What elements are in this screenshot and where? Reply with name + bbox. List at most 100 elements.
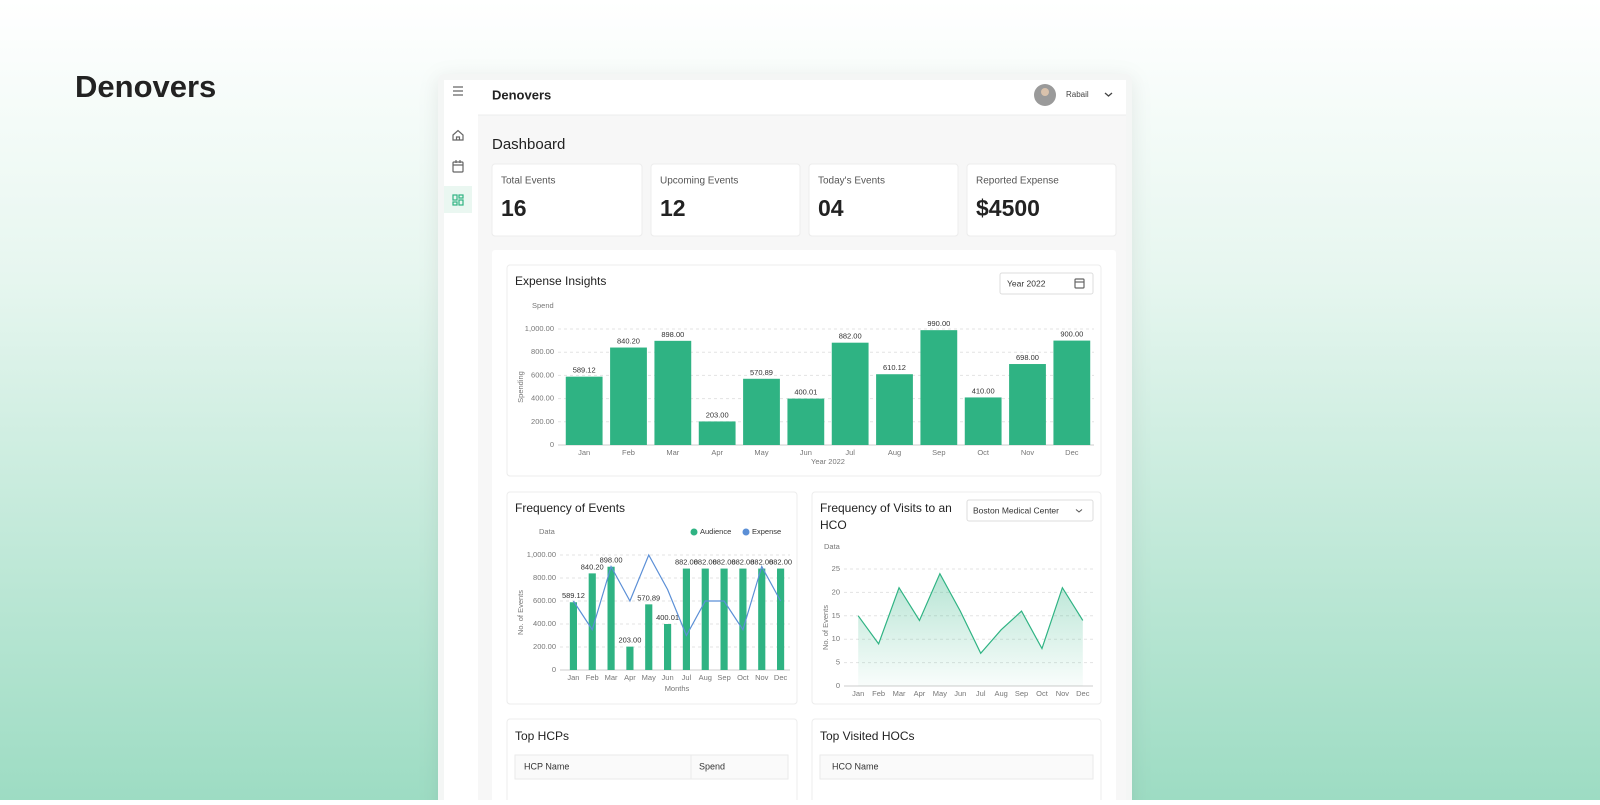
data-label: 203.00 [706,410,729,419]
x-tick-label: Nov [755,673,769,682]
menu-icon[interactable] [453,86,463,96]
chart-title: Frequency of Events [515,501,625,515]
data-label: 882.00 [839,332,862,341]
user-menu-chevron[interactable] [1104,92,1113,97]
filter-calendar-icon[interactable] [1074,278,1085,289]
bar [682,568,690,670]
x-tick-label: Feb [622,448,635,457]
y-tick-label: 600.00 [533,596,556,605]
data-label: 410.00 [972,386,995,395]
stat-label: Today's Events [818,176,885,187]
data-label: 882.00 [713,558,736,567]
calendar-icon[interactable] [452,160,464,173]
stat-card [491,163,643,237]
y-tick-label: 0 [550,440,554,449]
x-axis-label: Year 2022 [811,457,845,466]
x-tick-label: Nov [1056,689,1070,698]
hco-filter-chevron[interactable] [1075,509,1083,513]
stat-value: 04 [818,195,844,221]
dashboard-icon[interactable] [452,194,464,206]
user-name[interactable]: Rabail [1066,90,1089,99]
area-fill [858,573,1083,686]
y-tick-label: 0 [552,665,556,674]
x-tick-label: May [642,673,656,682]
stat-value: $4500 [976,195,1040,221]
x-tick-label: Oct [1036,689,1049,698]
value-axis-unit: Data [824,542,841,551]
bar [565,376,603,445]
bar [610,347,647,445]
data-label: 400.01 [794,388,817,397]
data-label: 570.89 [637,593,660,602]
data-label: 898.00 [661,330,684,339]
bar [1009,364,1046,445]
x-tick-label: Aug [888,448,901,457]
stat-card [650,163,801,237]
year-filter[interactable] [999,272,1094,295]
bar [831,342,869,445]
bar [664,623,672,670]
data-label: 882.00 [694,558,717,567]
x-tick-label: Jun [662,673,674,682]
x-tick-label: Aug [699,673,712,682]
line [572,553,782,637]
x-tick-label: Dec [1065,448,1079,457]
bar [654,340,692,445]
x-tick-label: May [933,689,947,698]
data-label: 990.00 [927,319,950,328]
hco-filter[interactable] [966,499,1094,522]
legend-swatch [742,528,750,536]
y-tick-label: 20 [832,587,840,596]
table-title: Top HCPs [515,729,569,743]
bar [920,330,958,445]
data-label: 589.12 [562,591,585,600]
y-tick-label: 1,000.00 [527,550,556,559]
stat-card [966,163,1117,237]
value-axis-unit: Data [539,527,556,536]
x-tick-label: Sep [1015,689,1028,698]
x-tick-label: Jul [976,689,986,698]
column-header: HCP Name [524,761,569,771]
value-axis-unit: Spend [532,301,554,310]
x-tick-label: Jun [800,448,812,457]
x-tick-label: Mar [666,448,679,457]
bar [607,566,615,670]
x-tick-label: Feb [872,689,885,698]
y-tick-label: 400.00 [533,619,556,628]
x-tick-label: Jan [578,448,590,457]
x-tick-label: Sep [932,448,945,457]
stat-label: Upcoming Events [660,176,738,187]
year-filter-text[interactable]: Year 2022 [1007,278,1046,288]
data-label: 840.20 [581,562,604,571]
avatar-face [1041,88,1049,96]
hco-filter-text[interactable]: Boston Medical Center [973,505,1059,515]
data-label: 882.00 [750,558,773,567]
data-label: 882.00 [769,558,792,567]
chart-title: Frequency of Visits to an HCO [820,501,952,532]
bar [1053,340,1091,445]
x-tick-label: Dec [1076,689,1090,698]
data-label: 570.89 [750,368,773,377]
data-label: 610.12 [883,363,906,372]
brand: Denovers [75,69,216,104]
column-header: Spend [699,761,725,771]
chart-title: Expense Insights [515,274,606,288]
x-tick-label: Feb [586,673,599,682]
home-icon[interactable] [452,129,464,141]
x-tick-label: Mar [893,689,906,698]
bar [645,604,653,670]
y-tick-label: 1,000.00 [525,324,554,333]
y-axis-label: Spending [516,371,525,403]
stat-card [808,163,959,237]
bar [964,397,1002,445]
y-tick-label: 400.00 [531,394,554,403]
x-tick-label: Jul [682,673,692,682]
stat-label: Total Events [501,176,555,187]
app-name: Denovers [492,87,551,102]
y-tick-label: 25 [832,564,840,573]
x-tick-label: Aug [994,689,1007,698]
bar [758,568,766,670]
bar [743,378,780,445]
bar [569,602,577,670]
y-tick-label: 5 [836,658,840,667]
